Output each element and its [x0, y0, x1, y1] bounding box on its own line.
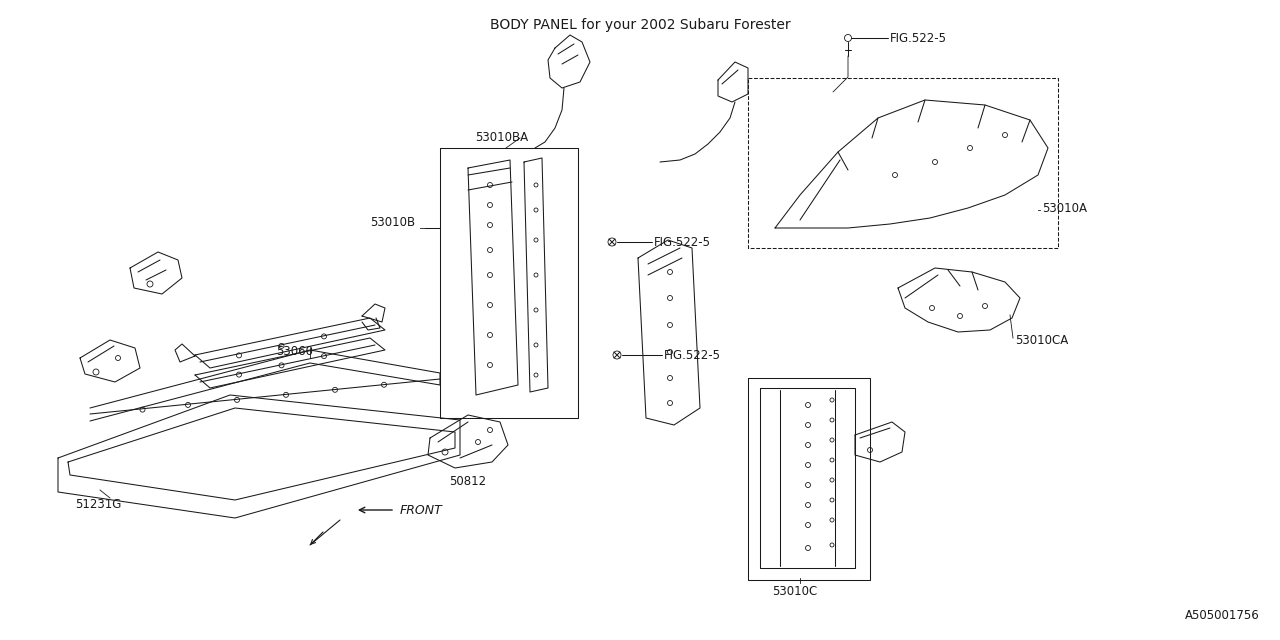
Text: 50812: 50812	[449, 475, 486, 488]
Text: FRONT: FRONT	[401, 504, 443, 516]
Text: 51231G: 51231G	[76, 498, 122, 511]
Text: 53010CA: 53010CA	[1015, 333, 1069, 346]
Text: 53010B: 53010B	[370, 216, 415, 228]
Text: 53060: 53060	[276, 345, 314, 358]
Text: 53010C: 53010C	[772, 585, 818, 598]
Text: 53010BA: 53010BA	[475, 131, 529, 144]
Text: 53010A: 53010A	[1042, 202, 1087, 214]
Text: FIG.522-5: FIG.522-5	[654, 236, 710, 248]
Text: FIG.522-5: FIG.522-5	[890, 31, 947, 45]
Text: A505001756: A505001756	[1185, 609, 1260, 622]
Text: BODY PANEL for your 2002 Subaru Forester: BODY PANEL for your 2002 Subaru Forester	[490, 18, 790, 32]
Text: FIG.522-5: FIG.522-5	[664, 349, 721, 362]
